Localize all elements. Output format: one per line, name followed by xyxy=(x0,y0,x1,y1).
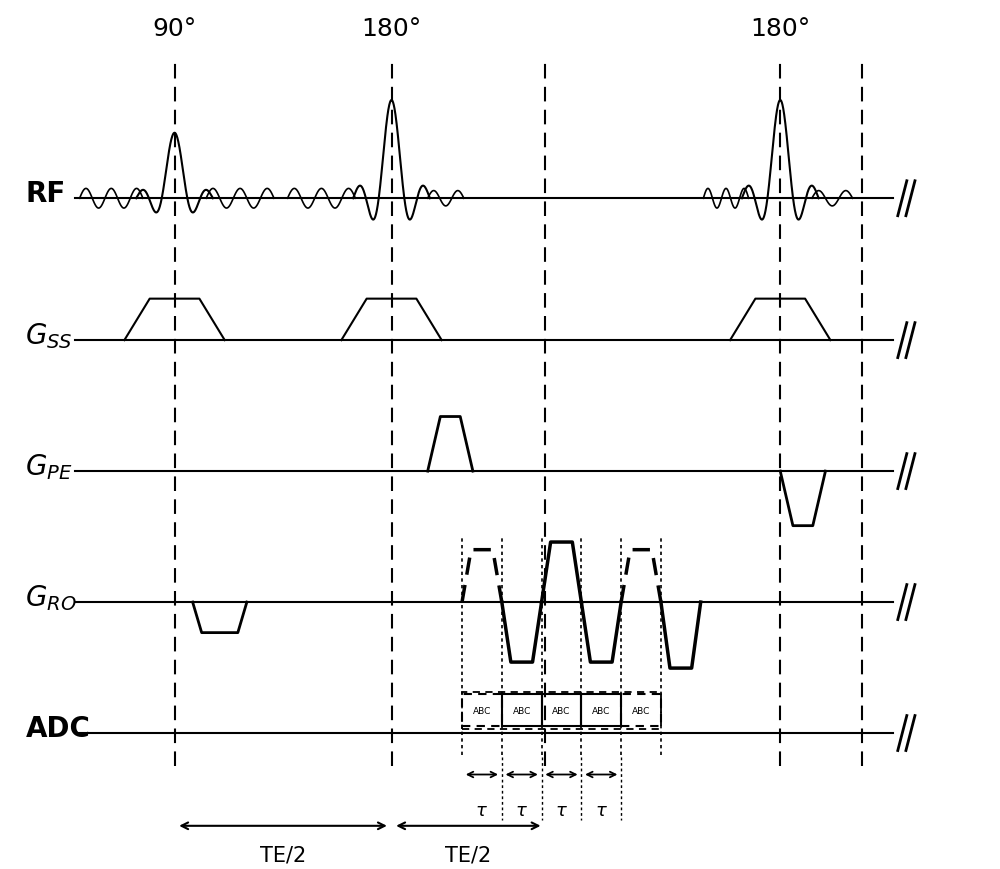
Bar xyxy=(462,694,502,726)
Text: ABC: ABC xyxy=(592,706,610,715)
Text: $\tau$: $\tau$ xyxy=(555,800,568,819)
Text: ABC: ABC xyxy=(473,706,491,715)
Text: RF: RF xyxy=(25,180,66,208)
Text: $G_{PE}$: $G_{PE}$ xyxy=(25,451,73,481)
Text: ADC: ADC xyxy=(25,713,90,742)
Text: 180°: 180° xyxy=(750,17,810,41)
Text: $\tau$: $\tau$ xyxy=(595,800,608,819)
Bar xyxy=(581,694,621,726)
Text: 180°: 180° xyxy=(361,17,422,41)
Text: TE/2: TE/2 xyxy=(260,845,306,865)
Bar xyxy=(542,694,581,726)
Text: TE/2: TE/2 xyxy=(445,845,491,865)
Bar xyxy=(621,694,661,726)
Bar xyxy=(502,694,542,726)
Text: $\tau$: $\tau$ xyxy=(515,800,528,819)
Text: ABC: ABC xyxy=(513,706,531,715)
Text: $G_{RO}$: $G_{RO}$ xyxy=(25,582,77,612)
Text: ABC: ABC xyxy=(632,706,650,715)
Text: $\tau$: $\tau$ xyxy=(475,800,488,819)
Text: 90°: 90° xyxy=(152,17,197,41)
Bar xyxy=(462,692,661,729)
Text: ABC: ABC xyxy=(552,706,571,715)
Text: $G_{SS}$: $G_{SS}$ xyxy=(25,321,73,350)
